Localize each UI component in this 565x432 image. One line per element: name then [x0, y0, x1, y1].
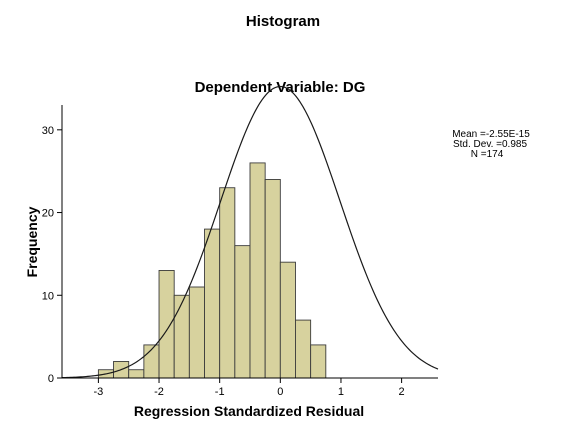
x-tick-label: 1 — [338, 386, 344, 398]
histogram-bar — [310, 344, 327, 379]
x-tick-label: -3 — [93, 386, 103, 398]
histogram-bar — [158, 270, 175, 379]
histogram-bar — [204, 228, 221, 379]
x-tick-label: 2 — [399, 386, 405, 398]
y-tick-label: 0 — [48, 373, 54, 385]
y-tick-label: 10 — [42, 290, 54, 302]
chart-title: Histogram — [246, 13, 320, 30]
x-axis-label: Regression Standardized Residual — [134, 403, 364, 419]
stats-n: N =174 — [471, 149, 504, 160]
y-ticks: 0 10 20 30 — [42, 125, 62, 385]
histogram-bar — [295, 319, 312, 379]
y-tick-label: 30 — [42, 125, 54, 137]
y-tick-label: 20 — [42, 208, 54, 220]
chart-subtitle: Dependent Variable: DG — [195, 79, 366, 96]
stats-mean: Mean =-2.55E-15 — [452, 129, 530, 140]
y-axis-label: Frequency — [24, 206, 40, 277]
x-tick-label: -2 — [154, 386, 164, 398]
stats-std-dev: Std. Dev. =0.985 — [453, 139, 527, 150]
histogram-bar — [279, 261, 296, 379]
histogram-bar — [249, 162, 266, 379]
histogram-bar — [128, 369, 145, 379]
histogram-bars — [97, 162, 327, 379]
stats-box: Mean =-2.55E-15 Std. Dev. =0.985 N =174 — [452, 129, 530, 160]
histogram-bar — [219, 187, 236, 379]
x-ticks: -3 -2 -1 0 1 2 — [93, 378, 405, 398]
histogram-bar — [188, 286, 205, 379]
histogram-bar — [234, 245, 251, 379]
histogram-bar — [264, 179, 281, 379]
histogram-bar — [173, 294, 190, 379]
normal-curve — [61, 85, 439, 379]
axes — [61, 105, 438, 379]
x-tick-label: -1 — [215, 386, 225, 398]
x-tick-label: 0 — [277, 386, 283, 398]
